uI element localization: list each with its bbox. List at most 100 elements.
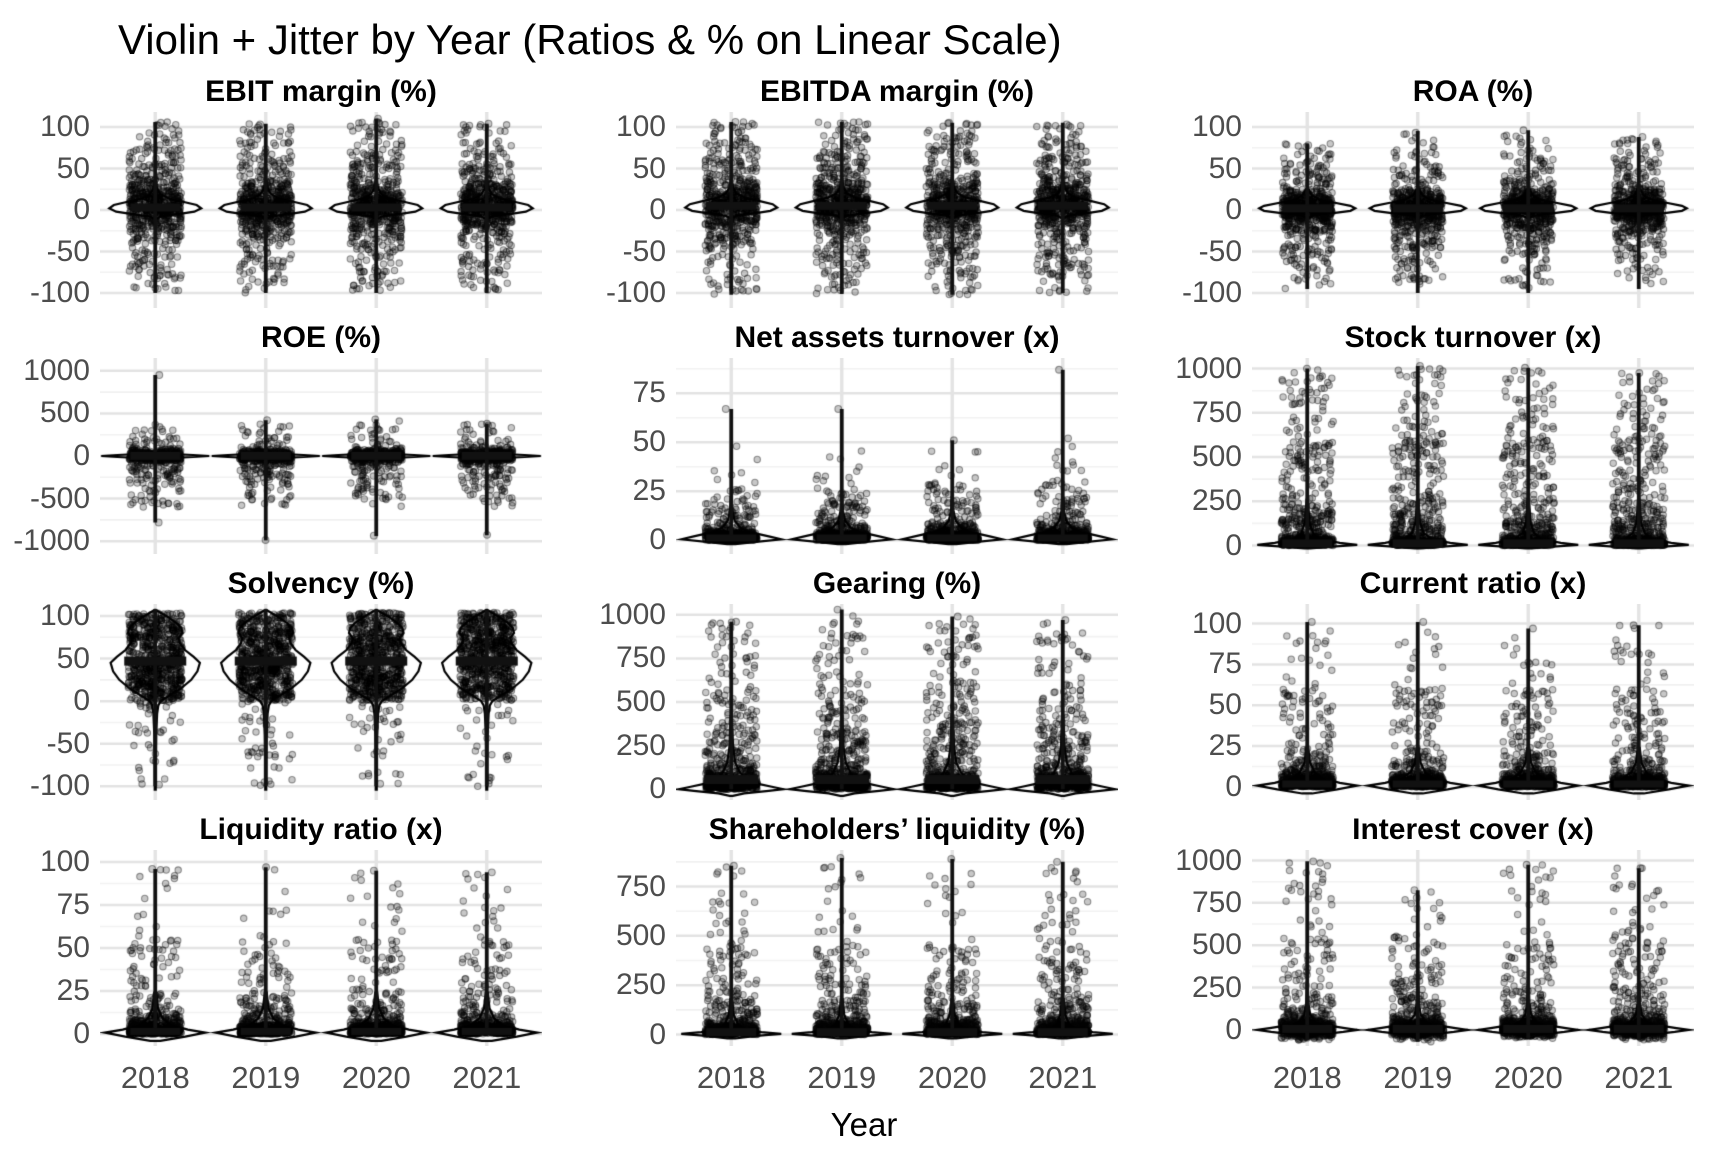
y-tick-label: 50 (1208, 688, 1242, 722)
y-tick-label: 75 (632, 376, 666, 410)
x-tick-label: 2020 (917, 1060, 987, 1095)
y-tick-label: 250 (1191, 484, 1242, 518)
x-tick-label: 2020 (1493, 1060, 1563, 1095)
facet-panel-1: EBITDA margin (%) 100 50 0 -50 -100 (576, 72, 1152, 310)
y-tick-label: 0 (1225, 193, 1242, 226)
facet-plot-area (100, 358, 542, 554)
facet-plot-area (676, 604, 1118, 800)
y-tick-label: -100 (29, 276, 90, 310)
y-tick-label: 250 (615, 728, 666, 762)
facet-plot-canvas (1252, 850, 1694, 1046)
y-tick-label: 75 (1208, 647, 1242, 681)
facet-panel-10: Shareholders’ liquidity (%) 750 500 250 0 (576, 810, 1152, 1051)
y-tick-label: 250 (1191, 970, 1242, 1004)
facet-title: ROE (%) (261, 321, 381, 354)
facet-plot-canvas (100, 358, 542, 554)
facet-title: Stock turnover (x) (1344, 321, 1602, 354)
facet-plot-area (100, 112, 542, 308)
y-tick-label: 50 (56, 641, 90, 675)
facet-plot-canvas (100, 112, 542, 308)
y-axis: 1000 750 500 250 0 (1152, 352, 1252, 562)
facet-panel-0: EBIT margin (%) 100 50 0 -50 -100 (0, 72, 576, 310)
facet-panel-11: Interest cover (x) 1000 750 500 250 0 (1152, 810, 1728, 1046)
x-axis-title: Year (830, 1106, 898, 1143)
y-axis: 1000 750 500 250 0 (1152, 844, 1252, 1046)
facet-title: Net assets turnover (x) (734, 321, 1060, 354)
figure-title: Violin + Jitter by Year (Ratios & % on L… (118, 16, 1062, 63)
facet-title: Shareholders’ liquidity (%) (708, 813, 1086, 846)
facet-plot-canvas (676, 112, 1118, 308)
y-axis: 750 500 250 0 (576, 850, 676, 1051)
facet-plot-canvas (1252, 112, 1694, 308)
y-tick-label: -100 (605, 276, 666, 310)
y-tick-label: 250 (615, 968, 666, 1002)
y-tick-label: -100 (29, 769, 90, 803)
y-tick-label: 750 (615, 641, 666, 675)
facet-panel-2: ROA (%) 100 50 0 -50 -100 (1152, 72, 1728, 309)
facet-plot-canvas (676, 850, 1118, 1046)
facet-title: EBITDA margin (%) (760, 75, 1034, 108)
y-axis: 75 50 25 0 (576, 358, 676, 557)
facet-plot-area (1252, 850, 1694, 1046)
facet-plot-canvas (100, 850, 542, 1046)
y-tick-label: -50 (622, 234, 666, 268)
facet-title: Gearing (%) (812, 567, 982, 600)
y-tick-label: 100 (39, 598, 90, 632)
y-tick-label: 100 (39, 845, 90, 878)
y-tick-label: 1000 (599, 597, 666, 631)
y-tick-label: 50 (56, 931, 90, 964)
y-tick-label: 750 (1191, 395, 1242, 429)
x-axis-labels: 2018 2019 2020 2021 (0, 1056, 576, 1104)
x-tick-label: 2019 (807, 1060, 877, 1095)
y-tick-label: 0 (649, 193, 666, 226)
y-tick-label: -50 (1198, 234, 1242, 268)
y-tick-label: 500 (39, 396, 90, 430)
x-axis-labels: 2018 2019 2020 2021 (1152, 1056, 1728, 1104)
y-tick-label: 0 (73, 193, 90, 226)
y-tick-label: 50 (632, 151, 666, 185)
facet-plot-canvas (100, 604, 542, 800)
y-axis: 100 75 50 25 0 (0, 845, 100, 1050)
x-tick-label: 2021 (1028, 1060, 1098, 1095)
y-tick-label: 100 (39, 109, 90, 143)
y-axis: 100 50 0 -50 -100 (0, 599, 100, 803)
y-tick-label: 0 (1225, 1012, 1242, 1046)
x-tick-label: 2021 (452, 1060, 522, 1095)
facet-panel-7: Gearing (%) 1000 750 500 250 0 (576, 564, 1152, 805)
facet-title: Solvency (%) (227, 567, 415, 600)
y-tick-label: 1000 (1175, 843, 1242, 877)
y-tick-label: 0 (649, 523, 666, 557)
y-tick-label: 100 (615, 109, 666, 143)
facet-plot-canvas (676, 604, 1118, 800)
facet-plot-area (676, 112, 1118, 308)
y-tick-label: -500 (29, 481, 90, 515)
facet-panel-6: Solvency (%) 100 50 0 -50 -100 (0, 564, 576, 803)
y-tick-label: 500 (1191, 928, 1242, 962)
y-tick-label: 1000 (1175, 351, 1242, 385)
y-tick-label: -1000 (13, 524, 90, 558)
facet-title: ROA (%) (1412, 75, 1534, 108)
facet-panel-4: Net assets turnover (x) 75 50 25 0 (576, 318, 1152, 557)
x-tick-label: 2019 (1383, 1060, 1453, 1095)
x-tick-label: 2019 (231, 1060, 301, 1095)
y-tick-label: 75 (56, 888, 90, 921)
facet-plot-area (100, 604, 542, 800)
facet-plot-area (1252, 112, 1694, 308)
facet-title: Interest cover (x) (1352, 813, 1594, 846)
y-axis: 1000 750 500 250 0 (576, 598, 676, 805)
y-tick-label: 0 (73, 1017, 90, 1050)
facet-panel-5: Stock turnover (x) 1000 750 500 250 0 (1152, 318, 1728, 562)
y-axis: 100 50 0 -50 -100 (1152, 109, 1252, 309)
y-tick-label: 100 (1191, 109, 1242, 143)
facet-title: Liquidity ratio (x) (199, 813, 443, 846)
y-tick-label: 500 (615, 918, 666, 952)
facet-panel-8: Current ratio (x) 100 75 50 25 0 (1152, 564, 1728, 803)
y-tick-label: 500 (615, 685, 666, 718)
x-tick-label: 2018 (120, 1060, 190, 1095)
y-tick-label: 100 (1191, 606, 1242, 640)
y-axis: 100 50 0 -50 -100 (576, 109, 676, 310)
facet-plot-canvas (1252, 358, 1694, 554)
y-tick-label: 500 (1191, 440, 1242, 474)
y-tick-label: -50 (46, 234, 90, 268)
